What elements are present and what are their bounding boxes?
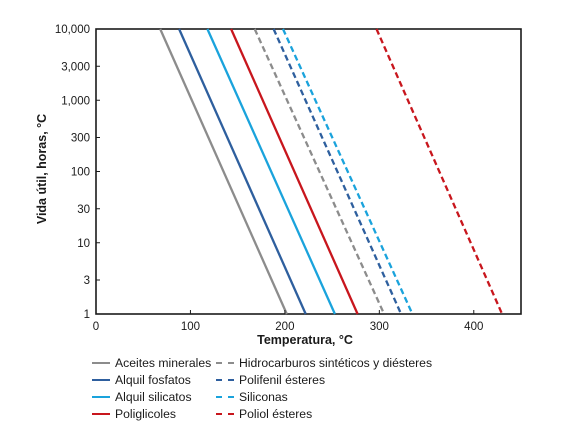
series-layer <box>159 28 504 315</box>
legend-item: Hidrocarburos sintéticos y diésteres <box>216 355 432 371</box>
legend-swatch <box>92 413 110 415</box>
y-axis-title: Vida útil, horas, °C <box>35 114 49 224</box>
x-axis-ticks: 0 100 200 300 400 <box>93 310 483 333</box>
series-line-5 <box>206 28 336 315</box>
legend-label: Poliol ésteres <box>239 407 313 421</box>
series-line-7 <box>230 28 359 315</box>
legend-label: Polifenil ésteres <box>239 373 326 387</box>
x-axis-title: Temperatura, °C <box>257 333 353 347</box>
legend-item: Poliol ésteres <box>216 406 312 422</box>
legend-swatch <box>92 379 110 381</box>
legend-swatch <box>216 379 234 381</box>
y-tick-label: 10 <box>77 238 90 250</box>
plot-area <box>95 28 522 315</box>
series-line-4 <box>272 28 403 315</box>
legend-item: Siliconas <box>216 389 288 405</box>
y-tick-label: 100 <box>71 167 90 179</box>
legend-label: Siliconas <box>239 390 288 404</box>
legend-label: Hidrocarburos sintéticos y diésteres <box>239 356 433 370</box>
x-tick-label: 0 <box>93 321 99 333</box>
y-axis-ticks: 1 3 10 30 100 300 1,000 3,000 10,000 <box>55 24 100 321</box>
legend-swatch <box>216 413 234 415</box>
legend-label: Alquil silicatos <box>115 390 192 404</box>
x-tick-label: 200 <box>275 321 294 333</box>
legend-item: Aceites minerales <box>92 355 211 371</box>
legend-swatch <box>216 362 234 364</box>
legend-label: Poliglicoles <box>115 407 176 421</box>
x-tick-label: 100 <box>181 321 200 333</box>
series-line-3 <box>178 28 307 315</box>
series-line-2 <box>253 28 386 315</box>
legend-label: Aceites minerales <box>115 356 212 370</box>
y-tick-label: 30 <box>77 204 90 216</box>
y-tick-label: 1 <box>84 309 90 321</box>
legend-swatch <box>92 396 110 398</box>
legend-item: Poliglicoles <box>92 406 176 422</box>
legend-item: Alquil fosfatos <box>92 372 191 388</box>
series-line-1 <box>159 28 288 315</box>
series-line-8 <box>375 28 504 315</box>
legend-label: Alquil fosfatos <box>115 373 191 387</box>
legend-swatch <box>216 396 234 398</box>
series-line-6 <box>281 28 414 315</box>
x-tick-label: 300 <box>370 321 389 333</box>
y-tick-label: 10,000 <box>55 24 90 36</box>
legend-item: Alquil silicatos <box>92 389 192 405</box>
legend-item: Polifenil ésteres <box>216 372 325 388</box>
y-tick-label: 3,000 <box>61 61 90 73</box>
plot-frame <box>95 28 522 315</box>
y-tick-label: 300 <box>71 133 90 145</box>
x-tick-label: 400 <box>464 321 483 333</box>
y-tick-label: 3 <box>84 275 90 287</box>
y-tick-label: 1,000 <box>61 95 90 107</box>
legend-swatch <box>92 362 110 364</box>
